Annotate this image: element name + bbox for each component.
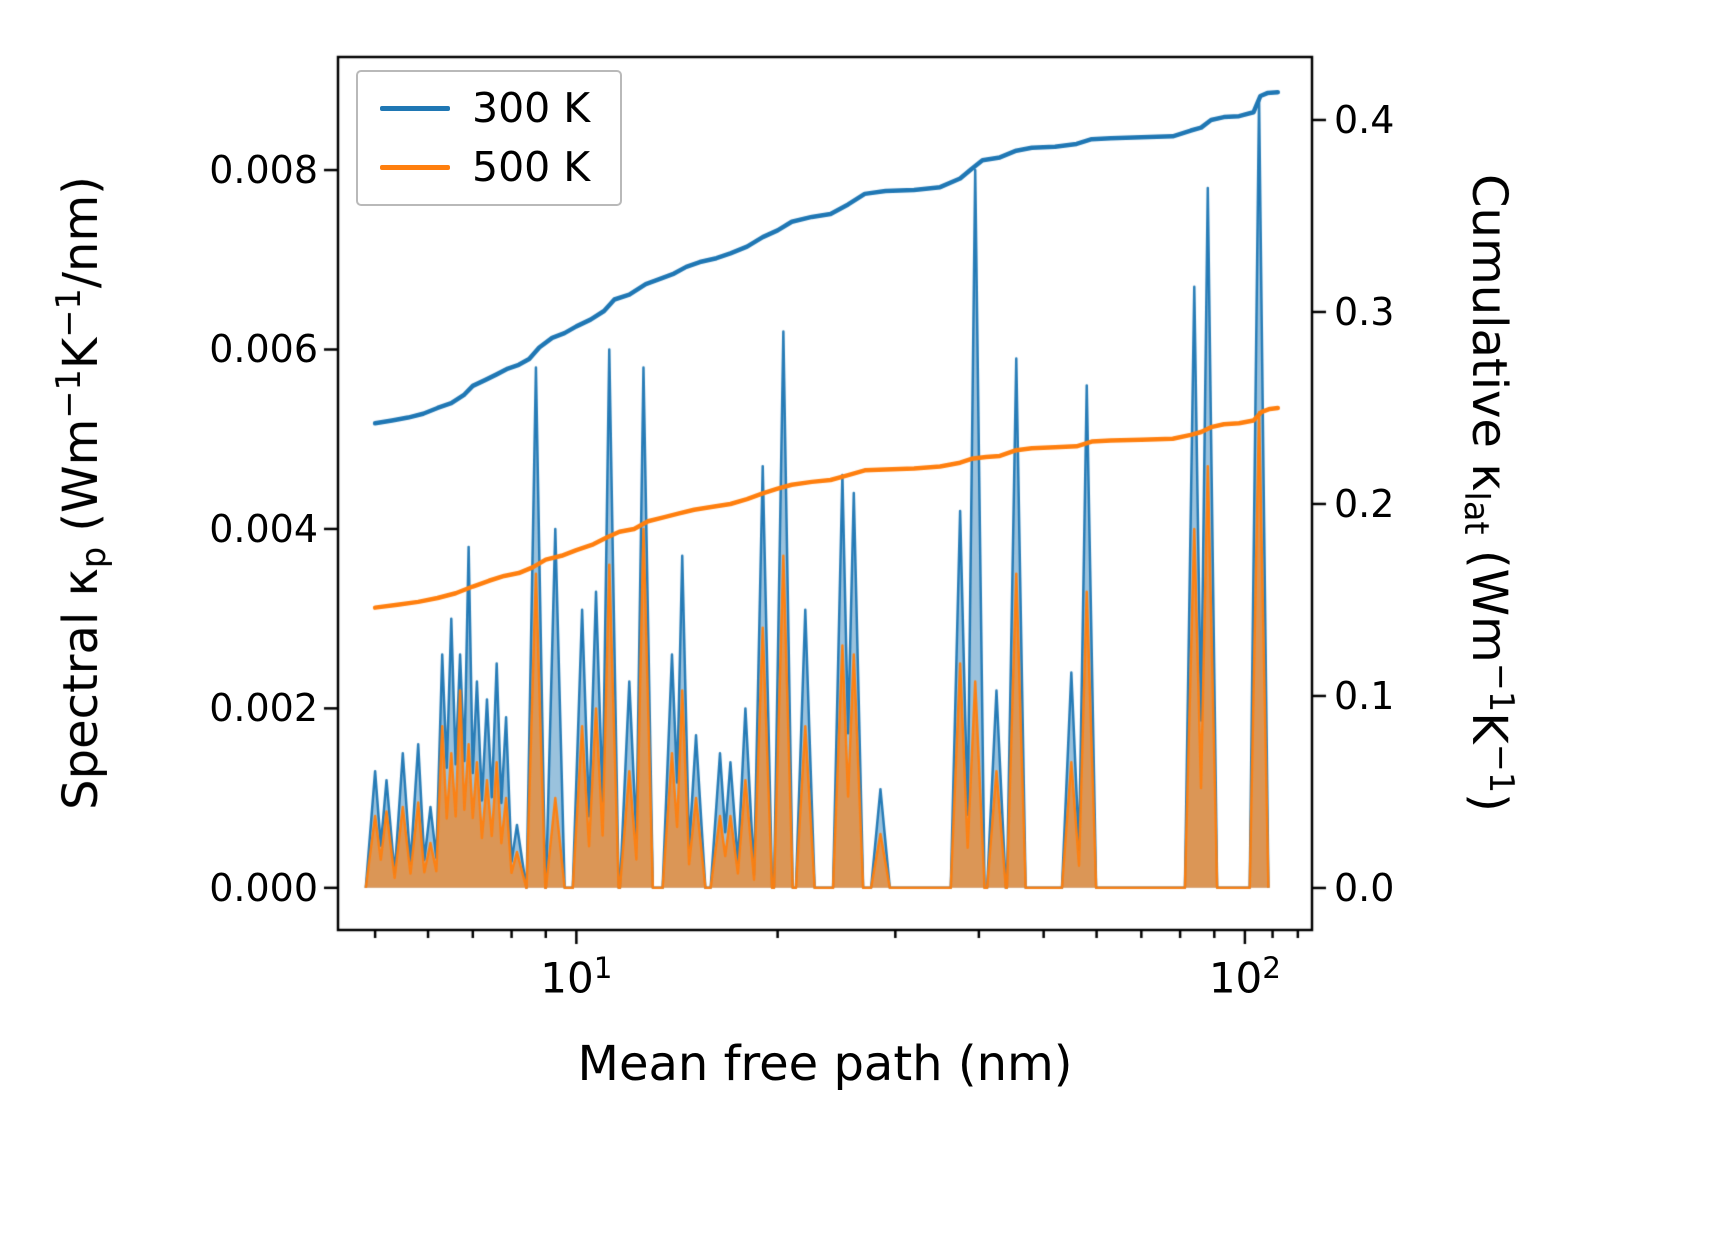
legend-entry-500k: 500 K (380, 147, 590, 188)
y-axis-right-tick-label: 0.3 (1334, 289, 1395, 334)
x-axis-tick-label: 101 (540, 951, 613, 1003)
legend-label-500k: 500 K (472, 143, 591, 191)
y-axis-left-tick-label: 0.008 (209, 148, 318, 193)
y-axis-right-tick-label: 0.1 (1334, 673, 1395, 718)
y-axis-left-tick-label: 0.006 (209, 327, 318, 372)
y-axis-left-tick-label: 0.002 (209, 686, 318, 731)
y-axis-left-label: Spectral κp (Wm−1K−1/nm) (48, 176, 114, 810)
y-axis-left-tick-label: 0.004 (209, 506, 318, 551)
y-axis-left-tick-label: 0.000 (209, 865, 318, 910)
y-axis-right-tick-label: 0.0 (1334, 865, 1395, 910)
y-axis-right-tick-label: 0.4 (1334, 97, 1395, 142)
legend-line-300k-icon (380, 106, 450, 111)
legend-label-300k: 300 K (472, 84, 591, 132)
legend-line-500k-icon (380, 165, 450, 170)
x-axis-tick-label: 102 (1208, 951, 1281, 1003)
x-axis-label: Mean free path (nm) (577, 1036, 1073, 1092)
y-axis-right-tick-label: 0.2 (1334, 481, 1395, 526)
legend-entry-300k: 300 K (380, 88, 590, 129)
legend: 300 K 500 K (356, 70, 623, 206)
y-axis-right-label: Cumulative κlat (Wm−1K−1) (1456, 173, 1522, 813)
